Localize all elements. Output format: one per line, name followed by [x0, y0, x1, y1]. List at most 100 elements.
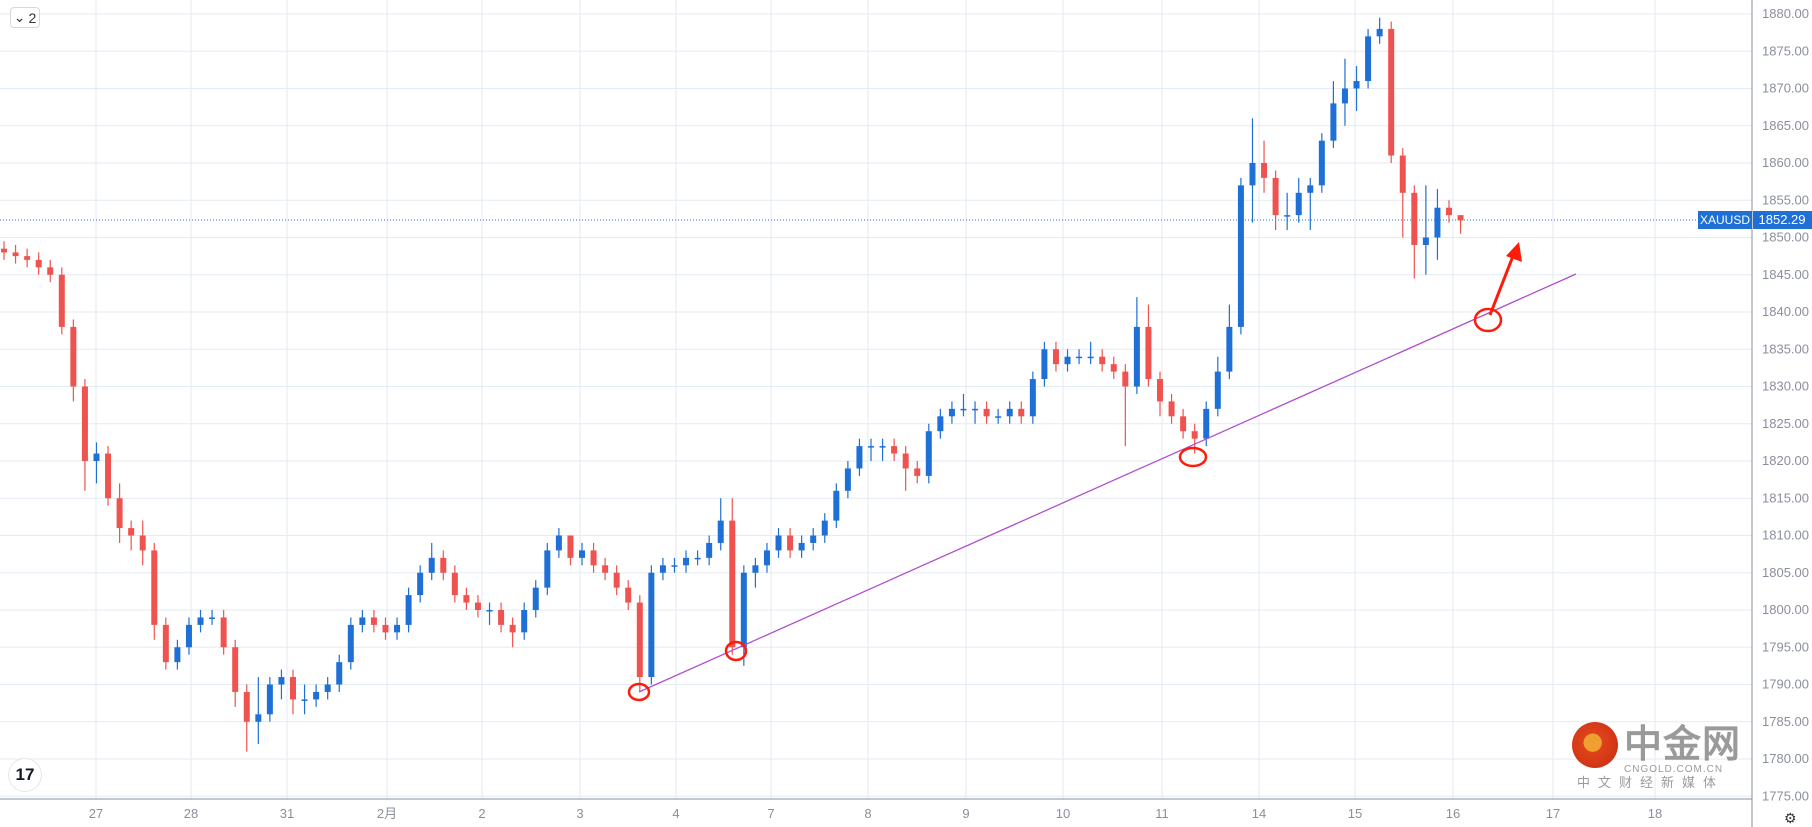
candle-body	[625, 587, 632, 603]
chevron-down-icon: ⌄	[13, 9, 26, 25]
candle-body	[763, 550, 770, 566]
candle	[1133, 297, 1140, 394]
candle-body	[902, 453, 909, 469]
candle	[394, 617, 401, 640]
candle	[960, 393, 967, 417]
trendline[interactable]	[638, 273, 1577, 693]
time-tick-label: 31	[280, 806, 294, 821]
candles	[1, 17, 1464, 752]
candle-body	[58, 274, 65, 327]
candle-body	[1237, 185, 1244, 327]
cngold-watermark: 中金网 CNGOLD.COM.CN 中文财经新媒体	[1572, 722, 1747, 794]
candle-body	[324, 684, 331, 692]
candle-body	[833, 490, 840, 521]
candle	[694, 550, 701, 566]
candle	[983, 401, 990, 424]
candle-body	[313, 691, 320, 700]
price-tick-label: 1870.00	[1762, 81, 1809, 96]
candle-body	[394, 624, 401, 633]
candle-body	[891, 446, 898, 454]
watermark-domain: CNGOLD.COM.CN	[1624, 764, 1724, 775]
candle-body	[1399, 155, 1406, 193]
candle-body	[937, 416, 944, 432]
candle	[775, 528, 782, 558]
candle-body	[613, 572, 620, 588]
candle-body	[636, 602, 643, 678]
candle-body	[35, 259, 42, 268]
price-tick-label: 1850.00	[1762, 230, 1809, 245]
gear-icon[interactable]: ⚙	[1784, 810, 1797, 826]
candle-body	[359, 617, 366, 625]
candle	[555, 528, 562, 558]
candle	[209, 610, 216, 625]
candle	[509, 617, 516, 648]
candle	[243, 684, 250, 752]
candle-body	[752, 565, 759, 573]
price-axis[interactable]: 1880.00 1875.00 1870.00 1865.00 1860.00 1855.…	[1762, 6, 1809, 803]
candle-body	[336, 662, 343, 685]
candle	[498, 602, 505, 633]
tradingview-logo[interactable]: 17	[8, 758, 42, 792]
time-tick-label: 15	[1348, 806, 1362, 821]
candle-body	[1099, 356, 1106, 365]
price-tick-label: 1815.00	[1762, 490, 1809, 505]
candle-body	[775, 535, 782, 551]
candle	[683, 550, 690, 573]
candle-body	[474, 602, 481, 610]
candle-body	[301, 699, 308, 701]
candle	[1052, 341, 1059, 372]
candle-body	[821, 520, 828, 536]
time-axis[interactable]: 27 28 31 2月 2 3 4 7 8 9 10 11 14 15 16 17 18	[89, 806, 1662, 821]
candle-body	[1145, 326, 1152, 380]
candle	[116, 483, 123, 543]
candle	[856, 438, 863, 476]
price-tick-label: 1835.00	[1762, 341, 1809, 356]
candle-body	[93, 453, 100, 461]
candle-body	[567, 535, 574, 558]
candle-body	[532, 587, 539, 610]
candle	[474, 595, 481, 618]
candle-body	[1064, 356, 1071, 365]
candle	[336, 654, 343, 692]
candle-body	[1272, 177, 1279, 216]
cngold-logo-icon	[1572, 722, 1618, 768]
candle-body	[960, 408, 967, 411]
candle-body	[370, 617, 377, 625]
candle-body	[197, 617, 204, 625]
up-arrow-icon	[1488, 242, 1522, 316]
touch-circle	[724, 640, 748, 662]
candle	[220, 610, 227, 655]
price-tick-label: 1865.00	[1762, 118, 1809, 133]
candle	[717, 498, 724, 551]
candle-body	[1214, 371, 1221, 409]
candle-body	[1422, 237, 1429, 245]
candle	[1399, 148, 1406, 238]
watermark-name: 中金网	[1624, 722, 1742, 766]
candle	[995, 408, 1002, 424]
candle	[1237, 177, 1244, 335]
time-tick-label: 2	[478, 806, 485, 821]
candle	[1099, 349, 1106, 372]
price-tick-label: 1855.00	[1762, 192, 1809, 207]
candle	[868, 438, 874, 461]
candle	[1018, 401, 1025, 424]
candle	[266, 677, 273, 722]
candle	[313, 684, 320, 707]
candle-body	[1122, 371, 1129, 387]
candle	[567, 535, 574, 566]
time-tick-label: 16	[1446, 806, 1460, 821]
candle	[128, 520, 135, 551]
candle-body	[243, 691, 250, 722]
candle	[290, 669, 296, 715]
time-tick-label: 14	[1252, 806, 1266, 821]
candle-body	[879, 446, 886, 448]
candle	[1365, 28, 1372, 89]
candle	[1249, 118, 1256, 223]
candle	[1180, 408, 1187, 439]
candle-body	[1180, 416, 1187, 432]
candle-body	[1168, 401, 1175, 417]
candle	[1284, 192, 1291, 231]
candle	[1376, 17, 1383, 44]
collapse-indicators-button[interactable]: ⌄ 2	[10, 7, 40, 28]
